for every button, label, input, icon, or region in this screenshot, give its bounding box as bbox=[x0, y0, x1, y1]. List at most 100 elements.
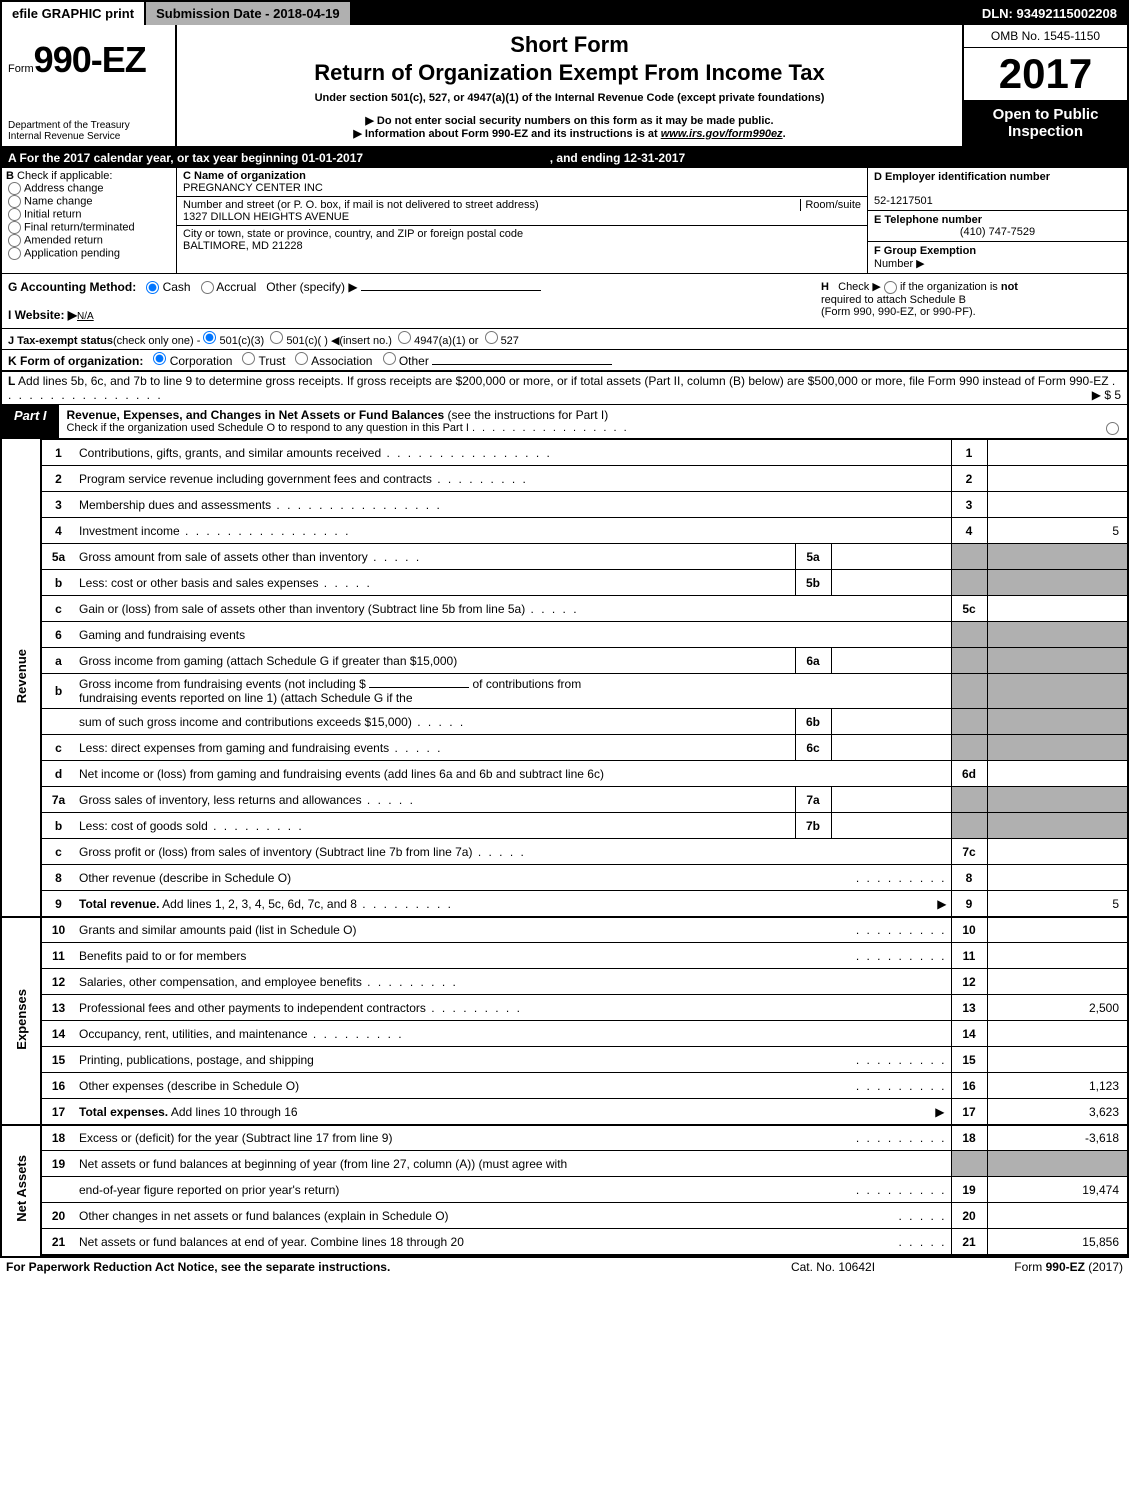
val-6c-grey bbox=[987, 735, 1127, 761]
val-7b-grey bbox=[987, 813, 1127, 839]
line-13: 13 Professional fees and other payments … bbox=[2, 995, 1127, 1021]
subnum-7a: 7a bbox=[795, 787, 831, 813]
num-20: 20 bbox=[951, 1203, 987, 1229]
line-21: 21 Net assets or fund balances at end of… bbox=[2, 1229, 1127, 1255]
line-7b: b Less: cost of goods sold 7b bbox=[2, 813, 1127, 839]
room-suite-label: Room/suite bbox=[800, 199, 861, 211]
lbl-other-specify: Other (specify) ▶ bbox=[266, 280, 357, 294]
section-c: C Name of organization PREGNANCY CENTER … bbox=[177, 168, 867, 273]
lbl-amended-return: Amended return bbox=[24, 234, 103, 246]
sidebar-revenue-label: Revenue bbox=[14, 649, 29, 703]
part-i-sub-text: Check if the organization used Schedule … bbox=[67, 422, 469, 434]
txt-11: Benefits paid to or for members bbox=[75, 943, 951, 969]
line-20: 20 Other changes in net assets or fund b… bbox=[2, 1203, 1127, 1229]
row-h: H Check ▶ if the organization is not req… bbox=[821, 280, 1121, 322]
txt-4: Investment income bbox=[75, 518, 951, 544]
chk-initial-return[interactable]: Initial return bbox=[6, 208, 172, 221]
lbl-initial-return: Initial return bbox=[24, 208, 81, 220]
line-5c: c Gain or (loss) from sale of assets oth… bbox=[2, 596, 1127, 622]
val-6b2-grey bbox=[987, 709, 1127, 735]
row-j: J Tax-exempt status(check only one) - 50… bbox=[2, 329, 1127, 350]
txt-13: Professional fees and other payments to … bbox=[75, 995, 951, 1021]
radio-cash[interactable] bbox=[146, 281, 159, 294]
form-label: Form bbox=[8, 63, 34, 75]
radio-corporation[interactable] bbox=[153, 352, 166, 365]
val-10 bbox=[987, 917, 1127, 943]
radio-application-pending[interactable] bbox=[8, 247, 21, 260]
subnum-7b: 7b bbox=[795, 813, 831, 839]
ln-4: 4 bbox=[41, 518, 75, 544]
header-right: OMB No. 1545-1150 2017 Open to Public In… bbox=[962, 25, 1127, 146]
lbl-trust: Trust bbox=[259, 354, 286, 368]
row-l: L Add lines 5b, 6c, and 7b to line 9 to … bbox=[2, 372, 1127, 405]
f-group-number: Number ▶ bbox=[874, 258, 925, 270]
radio-h-check[interactable] bbox=[884, 281, 897, 294]
txt-6a: Gross income from gaming (attach Schedul… bbox=[75, 648, 795, 674]
line-14: 14 Occupancy, rent, utilities, and maint… bbox=[2, 1021, 1127, 1047]
txt-5b: Less: cost or other basis and sales expe… bbox=[75, 570, 795, 596]
lbl-insert-no: ◀(insert no.) bbox=[331, 335, 392, 347]
dept-block: Department of the Treasury Internal Reve… bbox=[2, 116, 175, 146]
part-i-table: Revenue 1 Contributions, gifts, grants, … bbox=[2, 439, 1127, 1256]
txt-2: Program service revenue including govern… bbox=[75, 466, 951, 492]
efile-print-label[interactable]: efile GRAPHIC print bbox=[2, 2, 144, 25]
ln-7a: 7a bbox=[41, 787, 75, 813]
txt-17: Total expenses. Add lines 10 through 16 bbox=[75, 1099, 951, 1125]
l-amount: ▶ $ 5 bbox=[1092, 388, 1121, 402]
radio-other-org[interactable] bbox=[383, 352, 396, 365]
radio-name-change[interactable] bbox=[8, 195, 21, 208]
ln-7c: c bbox=[41, 839, 75, 865]
num-6-grey bbox=[951, 622, 987, 648]
lbl-cash: Cash bbox=[163, 280, 191, 294]
row-g: G Accounting Method: Cash Accrual Other … bbox=[8, 280, 821, 322]
radio-trust[interactable] bbox=[242, 352, 255, 365]
lbl-association: Association bbox=[311, 354, 372, 368]
sidebar-expenses-label: Expenses bbox=[14, 989, 29, 1050]
radio-schedule-o[interactable] bbox=[1106, 422, 1119, 435]
radio-4947[interactable] bbox=[398, 331, 411, 344]
chk-amended-return[interactable]: Amended return bbox=[6, 234, 172, 247]
line-4: 4 Investment income 4 5 bbox=[2, 518, 1127, 544]
radio-amended-return[interactable] bbox=[8, 234, 21, 247]
e-phone-cell: E Telephone number (410) 747-7529 bbox=[868, 211, 1127, 242]
radio-501c3[interactable] bbox=[203, 331, 216, 344]
txt-12: Salaries, other compensation, and employ… bbox=[75, 969, 951, 995]
val-5b-grey bbox=[987, 570, 1127, 596]
lbl-other-org: Other bbox=[399, 354, 429, 368]
form990ez-link[interactable]: www.irs.gov/form990ez bbox=[661, 128, 783, 140]
part-i-paren: (see the instructions for Part I) bbox=[448, 408, 609, 422]
radio-501c[interactable] bbox=[270, 331, 283, 344]
lbl-application-pending: Application pending bbox=[24, 247, 120, 259]
f-group-cell: F Group Exemption Number ▶ bbox=[868, 242, 1127, 273]
num-17: 17 bbox=[951, 1099, 987, 1125]
line-18: Net Assets 18 Excess or (deficit) for th… bbox=[2, 1125, 1127, 1151]
h-label: H bbox=[821, 281, 829, 293]
row-a-tax-year: A For the 2017 calendar year, or tax yea… bbox=[2, 148, 1127, 168]
num-13: 13 bbox=[951, 995, 987, 1021]
lbl-name-change: Name change bbox=[24, 195, 93, 207]
chk-application-pending[interactable]: Application pending bbox=[6, 247, 172, 260]
val-19-grey bbox=[987, 1151, 1127, 1177]
num-8: 8 bbox=[951, 865, 987, 891]
row-a-pre: A For the 2017 calendar year, or tax yea… bbox=[8, 151, 363, 165]
radio-address-change[interactable] bbox=[8, 182, 21, 195]
num-7b-grey bbox=[951, 813, 987, 839]
section-b-through-f: B Check if applicable: Address change Na… bbox=[2, 168, 1127, 274]
txt-7a: Gross sales of inventory, less returns a… bbox=[75, 787, 795, 813]
header-mid: Short Form Return of Organization Exempt… bbox=[177, 25, 962, 146]
radio-association[interactable] bbox=[295, 352, 308, 365]
radio-527[interactable] bbox=[485, 331, 498, 344]
txt-7c: Gross profit or (loss) from sales of inv… bbox=[75, 839, 951, 865]
d-ein-cell: D Employer identification number 52-1217… bbox=[868, 168, 1127, 211]
chk-name-change[interactable]: Name change bbox=[6, 195, 172, 208]
chk-address-change[interactable]: Address change bbox=[6, 182, 172, 195]
ln-5a: 5a bbox=[41, 544, 75, 570]
radio-initial-return[interactable] bbox=[8, 208, 21, 221]
txt-5a: Gross amount from sale of assets other t… bbox=[75, 544, 795, 570]
ln-15: 15 bbox=[41, 1047, 75, 1073]
line-6d: d Net income or (loss) from gaming and f… bbox=[2, 761, 1127, 787]
radio-final-return[interactable] bbox=[8, 221, 21, 234]
chk-final-return[interactable]: Final return/terminated bbox=[6, 221, 172, 234]
radio-accrual[interactable] bbox=[201, 281, 214, 294]
b-check-label: Check if applicable: bbox=[17, 170, 112, 182]
